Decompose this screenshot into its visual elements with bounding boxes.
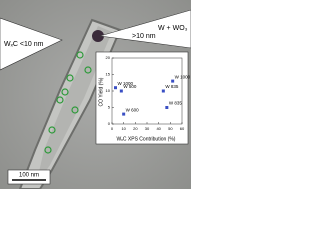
point-label: W 1000 <box>118 81 134 86</box>
point <box>114 86 117 90</box>
y-tick-label: 15 <box>106 72 111 77</box>
callout-left <box>0 17 63 71</box>
point-label: W 835 <box>169 101 183 106</box>
x-tick-label: 10 <box>121 126 126 131</box>
x-axis-label: WₓC XPS Contribution (%) <box>117 136 176 142</box>
point-label: W 600 <box>126 107 140 112</box>
large-label: >10 nm <box>132 33 156 40</box>
figure: WₓC <10 nm >10 nm W + WO₃ CO Yield (%) W… <box>0 0 192 190</box>
inset-panel <box>95 51 189 145</box>
y-axis-label: CO Yield (%) <box>98 77 104 106</box>
x-tick-label: 20 <box>133 126 138 131</box>
small-particles <box>44 51 92 154</box>
y-tick-label: 0 <box>108 121 111 126</box>
nanorod-core <box>36 26 112 185</box>
point <box>161 89 165 93</box>
x-tick-label: 40 <box>156 126 161 131</box>
point-label: W 1000 <box>175 74 191 79</box>
point <box>122 112 126 116</box>
point <box>165 106 169 109</box>
x-tick-label: 30 <box>145 126 150 131</box>
y-tick-label: 20 <box>106 55 111 60</box>
large-particle <box>92 30 104 42</box>
point <box>171 79 175 83</box>
y-tick-label: 5 <box>108 105 111 110</box>
x-tick-label: 60 <box>180 126 185 131</box>
point-label: W 500 <box>123 84 137 89</box>
y-tick-label: 10 <box>106 88 111 93</box>
point-label: W 835 <box>165 84 179 89</box>
x-tick-label: 0 <box>111 126 114 131</box>
scale-label: 100 nm <box>19 173 39 179</box>
x-tick-label: 50 <box>168 126 173 131</box>
phase-label: W + WO₃ <box>158 25 188 32</box>
point <box>119 89 123 93</box>
small-label: WₓC <10 nm <box>4 41 44 48</box>
